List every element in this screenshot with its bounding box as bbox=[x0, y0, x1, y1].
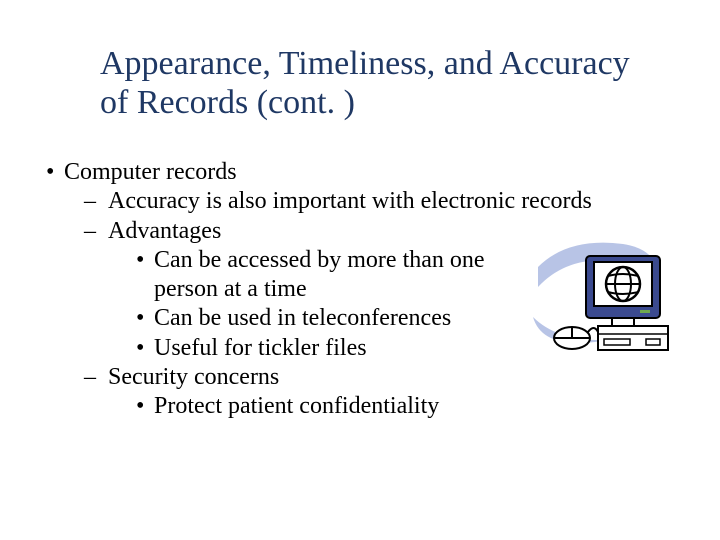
slide-title: Appearance, Timeliness, and Accuracy of … bbox=[100, 44, 640, 122]
bullet-level1: • Computer records bbox=[46, 158, 636, 187]
slide: Appearance, Timeliness, and Accuracy of … bbox=[0, 0, 720, 540]
bullet-dash-icon: – bbox=[84, 217, 108, 246]
bullet-level2: – Accuracy is also important with electr… bbox=[84, 187, 636, 216]
bullet-text: Computer records bbox=[64, 158, 636, 187]
bullet-dash-icon: – bbox=[84, 187, 108, 216]
bullet-text: Protect patient confidentiality bbox=[154, 392, 636, 421]
bullet-dash-icon: – bbox=[84, 363, 108, 392]
bullet-text: Can be accessed by more than one person … bbox=[154, 246, 524, 305]
bullet-dot-icon: • bbox=[136, 392, 154, 421]
bullet-text: Accuracy is also important with electron… bbox=[108, 187, 636, 216]
bullet-dot-icon: • bbox=[136, 334, 154, 363]
bullet-text: Security concerns bbox=[108, 363, 636, 392]
bullet-dot-icon: • bbox=[46, 158, 64, 187]
computer-clipart-icon bbox=[528, 232, 678, 364]
bullet-dot-icon: • bbox=[136, 246, 154, 305]
bullet-dot-icon: • bbox=[136, 304, 154, 333]
bullet-level3: • Protect patient confidentiality bbox=[136, 392, 636, 421]
bullet-level2: – Security concerns bbox=[84, 363, 636, 392]
